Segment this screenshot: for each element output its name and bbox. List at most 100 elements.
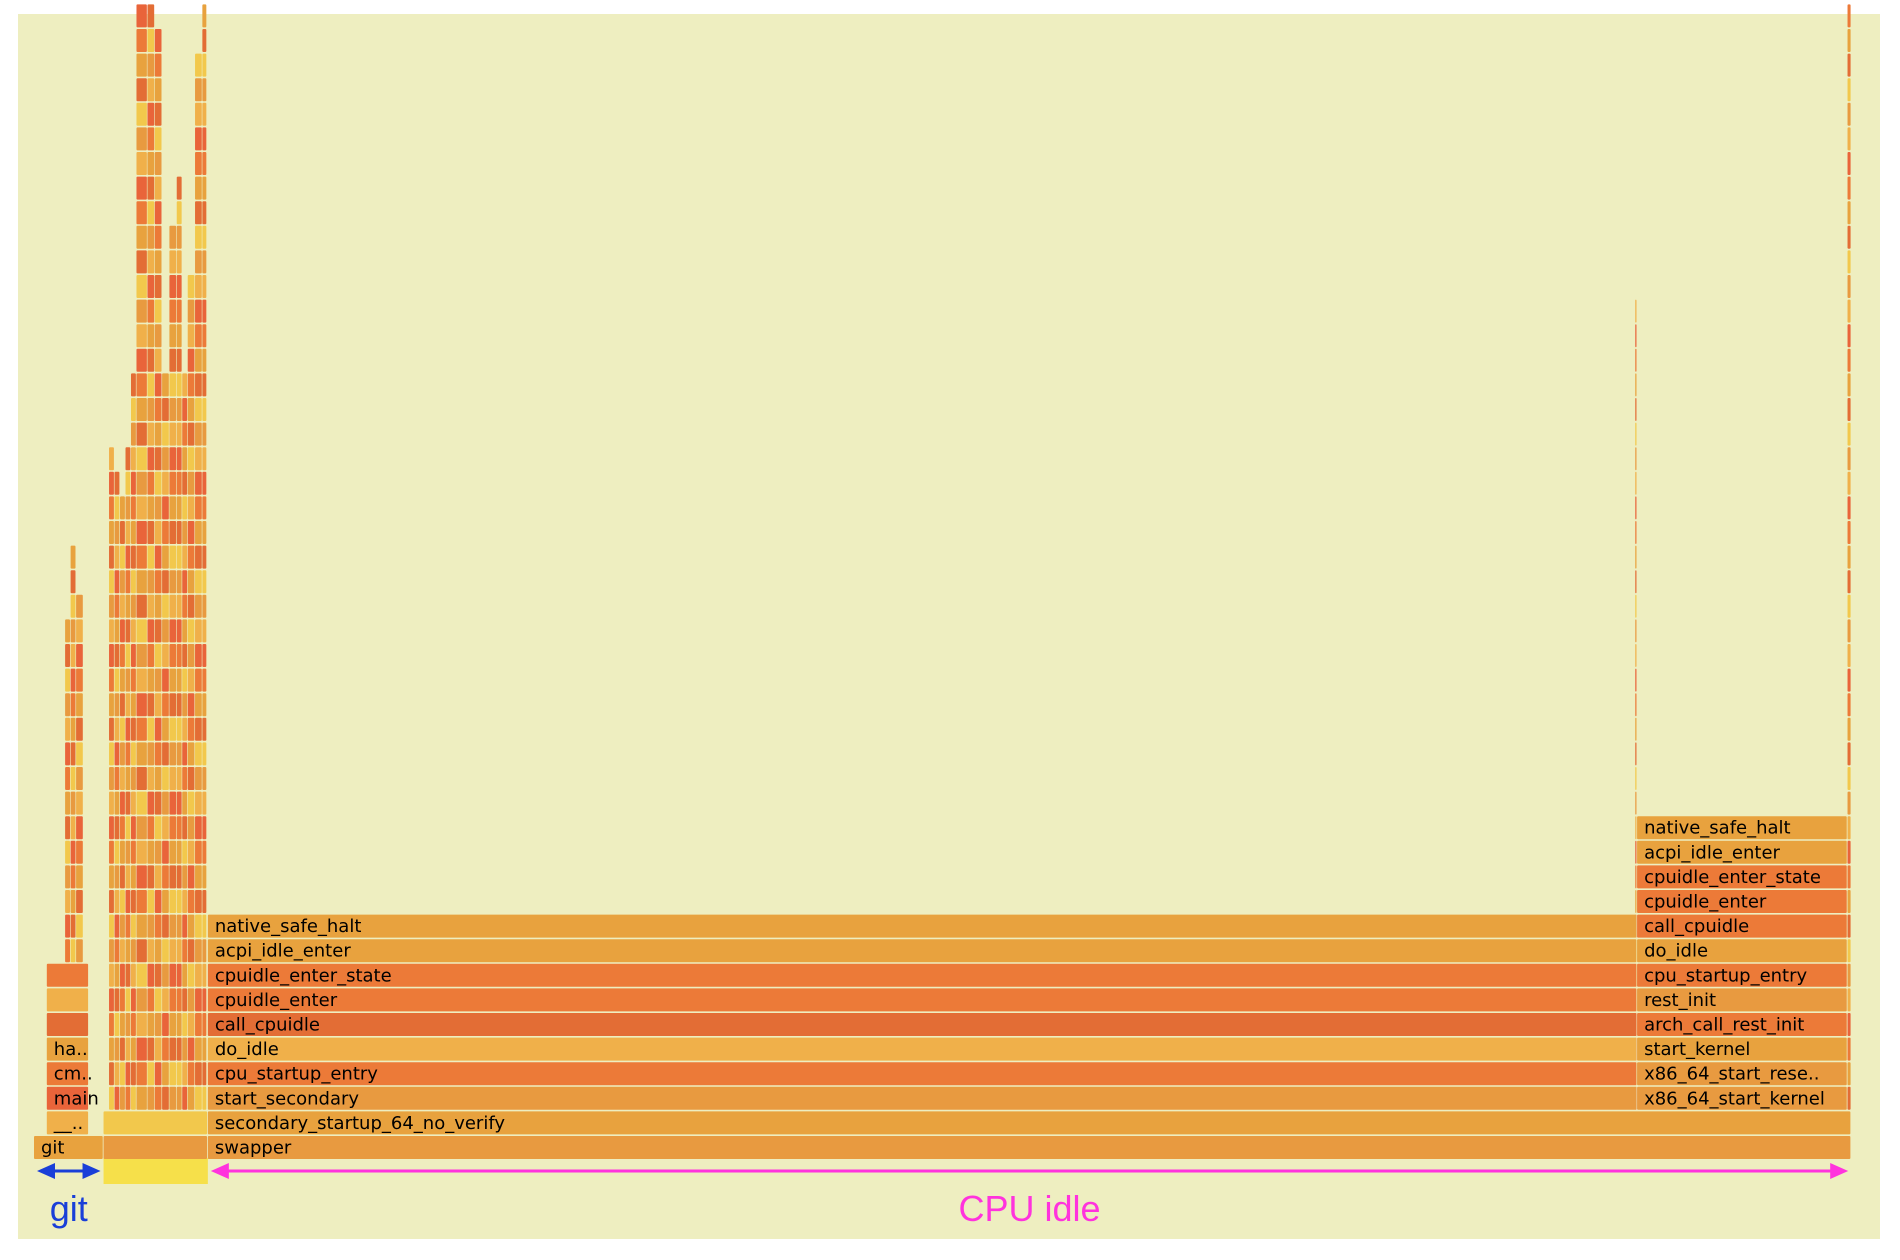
flame-tower-frame (114, 939, 120, 963)
flame-tower-frame (195, 201, 202, 225)
flame-tower-frame (120, 963, 125, 987)
flame-tower-frame (120, 644, 125, 667)
flame-tower-frame (182, 619, 188, 643)
flame-tower-frame (147, 791, 155, 815)
flame-tower-frame (202, 225, 207, 249)
flame-tower-frame (187, 717, 195, 741)
flame-tower-frame (147, 521, 155, 544)
flame-tower-frame (1635, 816, 1637, 840)
flame-tower-frame (120, 693, 125, 717)
flame-frame-call-cpuidle[interactable]: call_cpuidle (207, 1013, 1637, 1036)
flame-tower-frame (114, 545, 120, 569)
flame-frame-rect (1637, 840, 1847, 864)
flame-tower-frame (136, 668, 147, 692)
flame-tower-frame (125, 521, 131, 544)
flame-tower-frame (147, 447, 155, 471)
flame-tower-frame (109, 1037, 114, 1061)
flame-tower-frame (154, 29, 162, 52)
flame-frame-call-cpuidle[interactable]: call_cpuidle (1637, 914, 1847, 938)
flame-frame-git[interactable] (46, 1013, 89, 1036)
flame-tower-frame (195, 939, 202, 963)
flame-frame-cpuidle-enter-state[interactable]: cpuidle_enter_state (1637, 865, 1847, 889)
flame-tower-frame (169, 324, 177, 348)
flame-frame-rect (1637, 939, 1847, 963)
flame-tower-frame (1847, 742, 1851, 766)
flame-tower-frame (195, 594, 202, 618)
flame-tower-frame (1847, 127, 1851, 151)
flame-frame-rest-init[interactable]: rest_init (1637, 988, 1847, 1012)
flame-tower-frame (162, 398, 169, 421)
flame-frame-git[interactable] (46, 988, 89, 1012)
flame-frame-swapper[interactable]: swapper (207, 1136, 1851, 1159)
flame-frame-native-safe-halt[interactable]: native_safe_halt (1637, 816, 1847, 840)
flame-tower-frame (120, 619, 125, 643)
flame-tower-frame (70, 767, 76, 790)
flame-tower-frame (147, 767, 155, 790)
flame-frame-start-kernel[interactable]: start_kernel (1637, 1037, 1847, 1061)
flame-tower-frame (1847, 521, 1851, 544)
flame-frame-kernel[interactable] (103, 1111, 208, 1135)
flame-tower-frame (125, 1086, 131, 1110)
flame-tower-frame (109, 1013, 114, 1036)
flame-tower-frame (147, 865, 155, 889)
flame-frame---libc-start-main[interactable]: __.. (46, 1111, 89, 1135)
flame-tower-frame (162, 619, 169, 643)
flame-tower-frame (154, 422, 162, 446)
flame-frame-start-secondary[interactable]: start_secondary (207, 1086, 1637, 1110)
highlight-band (103, 1158, 208, 1184)
flame-tower-frame (147, 619, 155, 643)
flame-frame-kernel[interactable] (103, 1136, 208, 1159)
flame-frame-secondary-startup-64-no-verify[interactable]: secondary_startup_64_no_verify (207, 1111, 1851, 1135)
flame-tower-frame (136, 152, 147, 175)
flame-frame-cpuidle-enter-state[interactable]: cpuidle_enter_state (207, 963, 1637, 987)
flame-tower-frame (120, 988, 125, 1012)
flame-tower-frame (187, 275, 195, 298)
flame-frame-acpi-idle-enter[interactable]: acpi_idle_enter (207, 939, 1637, 963)
flame-frame-acpi-idle-enter[interactable]: acpi_idle_enter (1637, 840, 1847, 864)
flame-tower-frame (187, 988, 195, 1012)
flame-tower-frame (176, 373, 182, 397)
flame-tower-frame (169, 988, 177, 1012)
flame-tower-frame (1847, 1013, 1851, 1036)
flame-tower-frame (65, 865, 70, 889)
flame-frame-do-idle[interactable]: do_idle (1637, 939, 1847, 963)
flame-frame-x86-64-start-kernel[interactable]: x86_64_start_kernel (1637, 1086, 1847, 1110)
flame-tower-frame (1635, 767, 1637, 790)
flame-frame-rect (46, 1086, 89, 1110)
flame-tower-frame (125, 545, 131, 569)
flame-tower-frame (109, 816, 114, 840)
flame-tower-frame (182, 496, 188, 520)
flame-tower-frame (195, 53, 202, 77)
flame-tower-frame (147, 693, 155, 717)
flame-frame-native-safe-halt[interactable]: native_safe_halt (207, 914, 1637, 938)
flame-frame-rect (207, 1013, 1637, 1036)
flame-tower-frame (154, 668, 162, 692)
flame-tower-frame (147, 471, 155, 495)
flame-frame-arch-call-rest-init[interactable]: arch_call_rest_init (1637, 1013, 1847, 1036)
flame-tower-frame (169, 471, 177, 495)
flame-frame-x86-64-start-reservations[interactable]: x86_64_start_rese.. (1637, 1062, 1847, 1086)
flame-tower-frame (125, 742, 131, 766)
flame-tower-frame (187, 545, 195, 569)
flame-frame-cmd-main[interactable]: cm.. (46, 1062, 93, 1086)
flame-tower-frame (195, 1086, 202, 1110)
flame-frame-cpuidle-enter[interactable]: cpuidle_enter (1637, 890, 1847, 913)
flame-tower-frame (65, 717, 70, 741)
flame-tower-frame (114, 1086, 120, 1110)
flame-tower-frame (109, 1062, 114, 1086)
flame-tower-frame (125, 963, 131, 987)
flame-frame-cpuidle-enter[interactable]: cpuidle_enter (207, 988, 1637, 1012)
flame-tower-frame (1847, 176, 1851, 200)
flame-frame-cpu-startup-entry[interactable]: cpu_startup_entry (1637, 963, 1847, 987)
flame-frame-handle-builtin[interactable]: ha.. (46, 1037, 89, 1061)
flame-frame-do-idle[interactable]: do_idle (207, 1037, 1637, 1061)
flame-frame-git[interactable]: git (34, 1136, 103, 1159)
flame-tower-frame (1635, 324, 1637, 348)
flame-tower-frame (169, 791, 177, 815)
flame-tower-frame (187, 471, 195, 495)
flame-tower-frame (176, 398, 182, 421)
flame-frame-git[interactable] (46, 963, 89, 987)
flame-frame-cpu-startup-entry[interactable]: cpu_startup_entry (207, 1062, 1637, 1086)
flame-tower-frame (65, 619, 70, 643)
flame-tower-frame (154, 890, 162, 913)
